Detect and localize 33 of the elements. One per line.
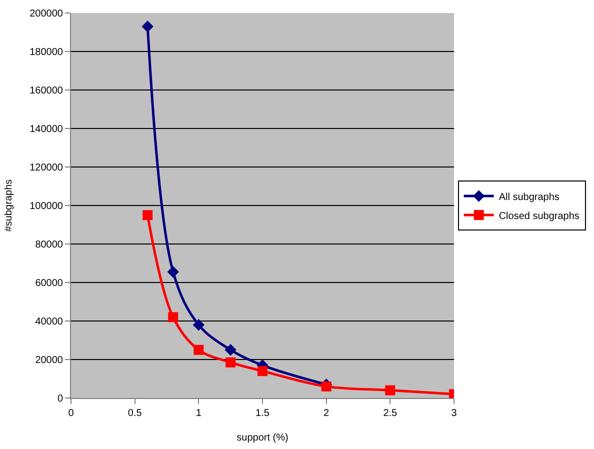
y-tick-label: 20000 bbox=[35, 355, 64, 366]
x-axis-title: support (%) bbox=[236, 432, 288, 444]
point bbox=[194, 344, 204, 355]
y-axis-title: #subgraphs bbox=[4, 179, 15, 232]
point bbox=[142, 210, 153, 220]
y-tick-label: 140000 bbox=[30, 124, 64, 135]
point bbox=[168, 312, 178, 322]
point bbox=[385, 385, 396, 396]
point bbox=[192, 319, 205, 331]
x-tick-label: 1 bbox=[196, 408, 202, 419]
y-tick-label: 40000 bbox=[35, 316, 64, 328]
point bbox=[258, 366, 268, 376]
x-tick-label: 1.5 bbox=[256, 408, 270, 419]
y-tick-label: 0 bbox=[57, 394, 64, 404]
legend-label: Closed subgraphs bbox=[498, 210, 580, 222]
point bbox=[226, 357, 236, 368]
x-tick-label: 2 bbox=[324, 408, 330, 419]
x-tick-label: 2.5 bbox=[383, 408, 398, 419]
y-tick-label: 120000 bbox=[30, 162, 64, 174]
legend-label: All subgraphs bbox=[498, 192, 560, 203]
y-tick-label: 80000 bbox=[35, 240, 64, 250]
y-tick-label: 100000 bbox=[30, 201, 64, 212]
x-tick-label: 0.5 bbox=[128, 408, 142, 419]
point bbox=[321, 381, 332, 392]
point bbox=[167, 266, 179, 278]
y-tick-label: 160000 bbox=[30, 86, 64, 96]
point bbox=[224, 344, 236, 356]
y-tick-label: 60000 bbox=[35, 278, 64, 289]
y-tick-label: 180000 bbox=[30, 47, 64, 58]
x-tick-label: 3 bbox=[451, 408, 458, 419]
point bbox=[142, 20, 154, 32]
y-tick-label: 200000 bbox=[30, 8, 64, 20]
x-tick-label: 0 bbox=[68, 408, 74, 419]
